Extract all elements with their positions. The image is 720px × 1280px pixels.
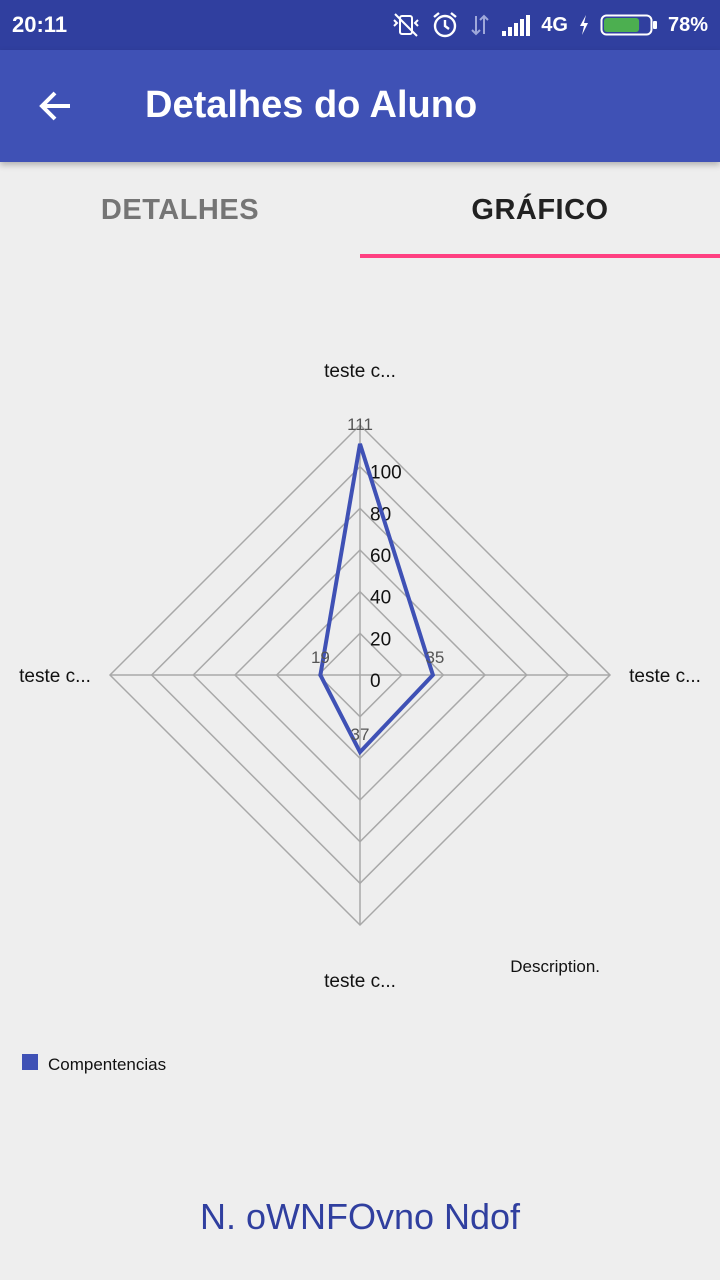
page-title: Detalhes do Aluno bbox=[145, 84, 478, 126]
tab-indicator bbox=[360, 254, 720, 258]
student-name: N. oWNFOvno Ndof bbox=[199, 1196, 521, 1237]
alarm-icon bbox=[433, 12, 458, 38]
tab-bar: DETALHES GRÁFICO bbox=[0, 162, 720, 258]
tick-label-1: 20 bbox=[370, 629, 391, 650]
data-label-3: 19 bbox=[311, 648, 330, 667]
axis-label-1: teste c... bbox=[629, 666, 701, 687]
tick-label-3: 60 bbox=[370, 546, 391, 567]
status-bar: 20:11 4G 7 bbox=[0, 0, 720, 50]
radar-chart: 0 20 40 60 80 100 111 35 37 19 teste c... teste c..… bbox=[0, 258, 720, 1158]
vibrate-off-icon bbox=[393, 13, 419, 37]
legend-swatch-0 bbox=[22, 1054, 38, 1070]
legend-label-0: Compentencias bbox=[48, 1055, 166, 1074]
status-time: 20:11 bbox=[12, 12, 68, 37]
app-bar: Detalhes do Aluno bbox=[0, 50, 720, 162]
tab-grafico[interactable]: GRÁFICO bbox=[471, 193, 609, 226]
tick-label-5: 100 bbox=[370, 463, 402, 484]
data-label-0: 111 bbox=[347, 415, 373, 434]
battery-percent: 78% bbox=[667, 13, 708, 36]
charging-icon bbox=[579, 15, 588, 35]
tick-label-2: 40 bbox=[370, 588, 391, 609]
axis-label-3: teste c... bbox=[19, 666, 91, 687]
arrow-back-icon bbox=[39, 91, 70, 121]
network-type: 4G bbox=[541, 13, 568, 36]
battery-icon bbox=[600, 14, 657, 36]
axis-label-2: teste c... bbox=[324, 971, 396, 992]
series-line-0 bbox=[318, 443, 436, 756]
chart-description: Description. bbox=[510, 957, 600, 976]
data-label-1: 35 bbox=[425, 648, 444, 667]
tab-detalhes[interactable]: DETALHES bbox=[100, 193, 260, 226]
signal-icon bbox=[502, 15, 531, 36]
tick-label-0: 0 bbox=[370, 671, 381, 692]
axis-label-0: teste c... bbox=[324, 361, 396, 382]
back-button[interactable] bbox=[28, 78, 84, 134]
status-icons: 4G 78% bbox=[391, 10, 708, 40]
data-arrows-icon bbox=[471, 14, 489, 36]
data-label-2: 37 bbox=[351, 725, 370, 744]
